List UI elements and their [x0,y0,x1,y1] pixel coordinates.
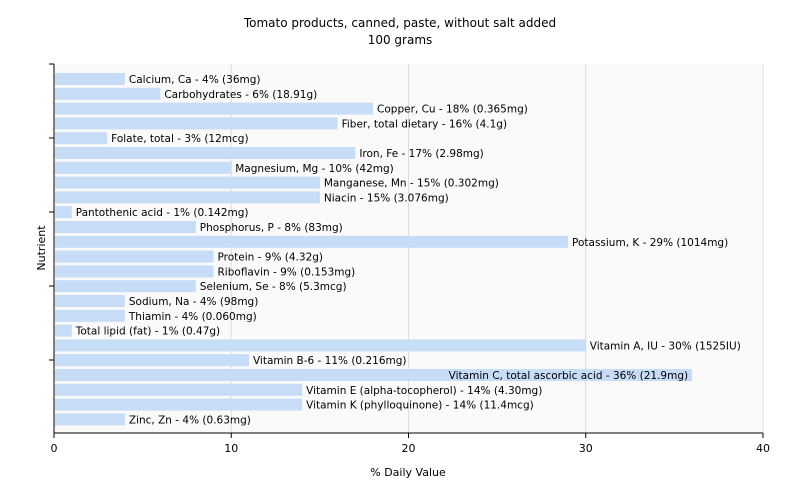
bar-label-pantothenic-acid: Pantothenic acid - 1% (0.142mg) [76,207,249,219]
x-tick-label: 30 [579,442,593,455]
chart-title: Tomato products, canned, paste, without … [243,16,556,30]
bar-label-vitamin-k-phylloquinone: Vitamin K (phylloquinone) - 14% (11.4mcg… [306,400,534,412]
bar-vitamin-a-iu [55,339,586,352]
bar-label-phosphorus-p: Phosphorus, P - 8% (83mg) [200,222,343,234]
x-tick-label: 40 [756,442,770,455]
bar-calcium-ca [55,73,125,85]
x-axis-title: % Daily Value [370,466,446,479]
bar-label-calcium-ca: Calcium, Ca - 4% (36mg) [129,74,261,86]
bar-riboflavin [55,265,214,278]
bar-label-manganese-mn: Manganese, Mn - 15% (0.302mg) [324,178,499,190]
bar-label-sodium-na: Sodium, Na - 4% (98mg) [129,296,258,308]
bar-label-zinc-zn: Zinc, Zn - 4% (0.63mg) [129,414,251,426]
bar-niacin [55,191,320,204]
bar-label-vitamin-a-iu: Vitamin A, IU - 30% (1525IU) [590,340,741,352]
bar-potassium-k [55,235,569,248]
bar-label-copper-cu: Copper, Cu - 18% (0.365mg) [377,104,528,116]
bar-label-vitamin-e-alpha-tocopherol: Vitamin E (alpha-tocopherol) - 14% (4.30… [306,385,542,397]
bar-carbohydrates [55,87,161,100]
bar-vitamin-b-6 [55,354,249,367]
y-axis-title: Nutrient [35,225,48,271]
bar-iron-fe [55,147,356,159]
bar-vitamin-k-phylloquinone [55,398,303,411]
bar-label-fiber-total-dietary: Fiber, total dietary - 16% (4.1g) [342,118,507,130]
bar-phosphorus-p [55,221,196,233]
bar-total-lipid-fat [55,324,72,337]
bar-label-niacin: Niacin - 15% (3.076mg) [324,192,449,204]
y-axis-ticks [49,63,54,361]
bar-label-thiamin: Thiamin - 4% (0.060mg) [128,311,257,323]
bar-label-magnesium-mg: Magnesium, Mg - 10% (42mg) [235,163,394,175]
bar-manganese-mn [55,176,320,189]
x-tick-label: 10 [224,442,238,455]
bar-label-carbohydrates: Carbohydrates - 6% (18.91g) [164,89,317,101]
bar-label-vitamin-b-6: Vitamin B-6 - 11% (0.216mg) [253,355,407,367]
x-tick-label: 0 [51,442,58,455]
bar-label-iron-fe: Iron, Fe - 17% (2.98mg) [359,148,483,160]
bar-protein [55,250,214,263]
bar-zinc-zn [55,413,125,426]
bar-label-selenium-se: Selenium, Se - 8% (5.3mcg) [200,281,347,293]
bar-fiber-total-dietary [55,117,338,130]
bar-folate-total [55,132,108,145]
bar-copper-cu [55,102,374,115]
bar-thiamin [55,309,125,322]
bar-label-vitamin-c-total-ascorbic-acid: Vitamin C, total ascorbic acid - 36% (21… [449,370,688,382]
bar-label-total-lipid-fat: Total lipid (fat) - 1% (0.47g) [75,326,220,338]
bars-group [55,73,693,426]
bar-labels-group: Calcium, Ca - 4% (36mg) Carbohydrates - 6… [75,74,741,426]
chart-subtitle: 100 grams [368,33,433,47]
bar-pantothenic-acid [55,206,72,219]
x-tick-label: 20 [402,442,416,455]
bar-selenium-se [55,280,196,293]
bar-label-protein: Protein - 9% (4.32g) [218,252,324,264]
x-axis-ticks: 0 10 20 30 40 [51,433,770,455]
bar-label-potassium-k: Potassium, K - 29% (1014mg) [572,237,728,249]
bar-vitamin-c-total-ascorbic-acid [55,369,693,381]
bar-vitamin-e-alpha-tocopherol [55,383,303,396]
bar-magnesium-mg [55,161,232,174]
bar-sodium-na [55,295,125,307]
bar-label-riboflavin: Riboflavin - 9% (0.153mg) [218,266,356,278]
bar-label-folate-total: Folate, total - 3% (12mcg) [111,133,248,145]
